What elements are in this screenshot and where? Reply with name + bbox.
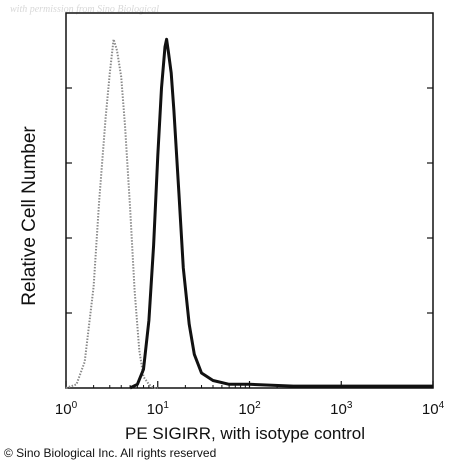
x-tick-label: 102 xyxy=(238,400,261,418)
copyright-text: © Sino Biological Inc. All rights reserv… xyxy=(4,446,217,460)
x-tick-label: 104 xyxy=(422,400,445,418)
x-tick-label: 101 xyxy=(147,400,170,418)
x-axis-label: PE SIGIRR, with isotype control xyxy=(125,424,365,443)
y-axis-label: Relative Cell Number xyxy=(19,126,40,306)
chart-marks: 100 101 102 103 104 xyxy=(55,37,445,418)
plot-frame xyxy=(65,12,434,389)
watermark-text: with permission from Sino Biological xyxy=(10,4,160,15)
sigirr-stained-histogram xyxy=(129,37,433,390)
x-tick-label: 100 xyxy=(55,400,78,418)
isotype-control-histogram xyxy=(65,38,158,389)
x-tick-label: 103 xyxy=(330,400,353,418)
